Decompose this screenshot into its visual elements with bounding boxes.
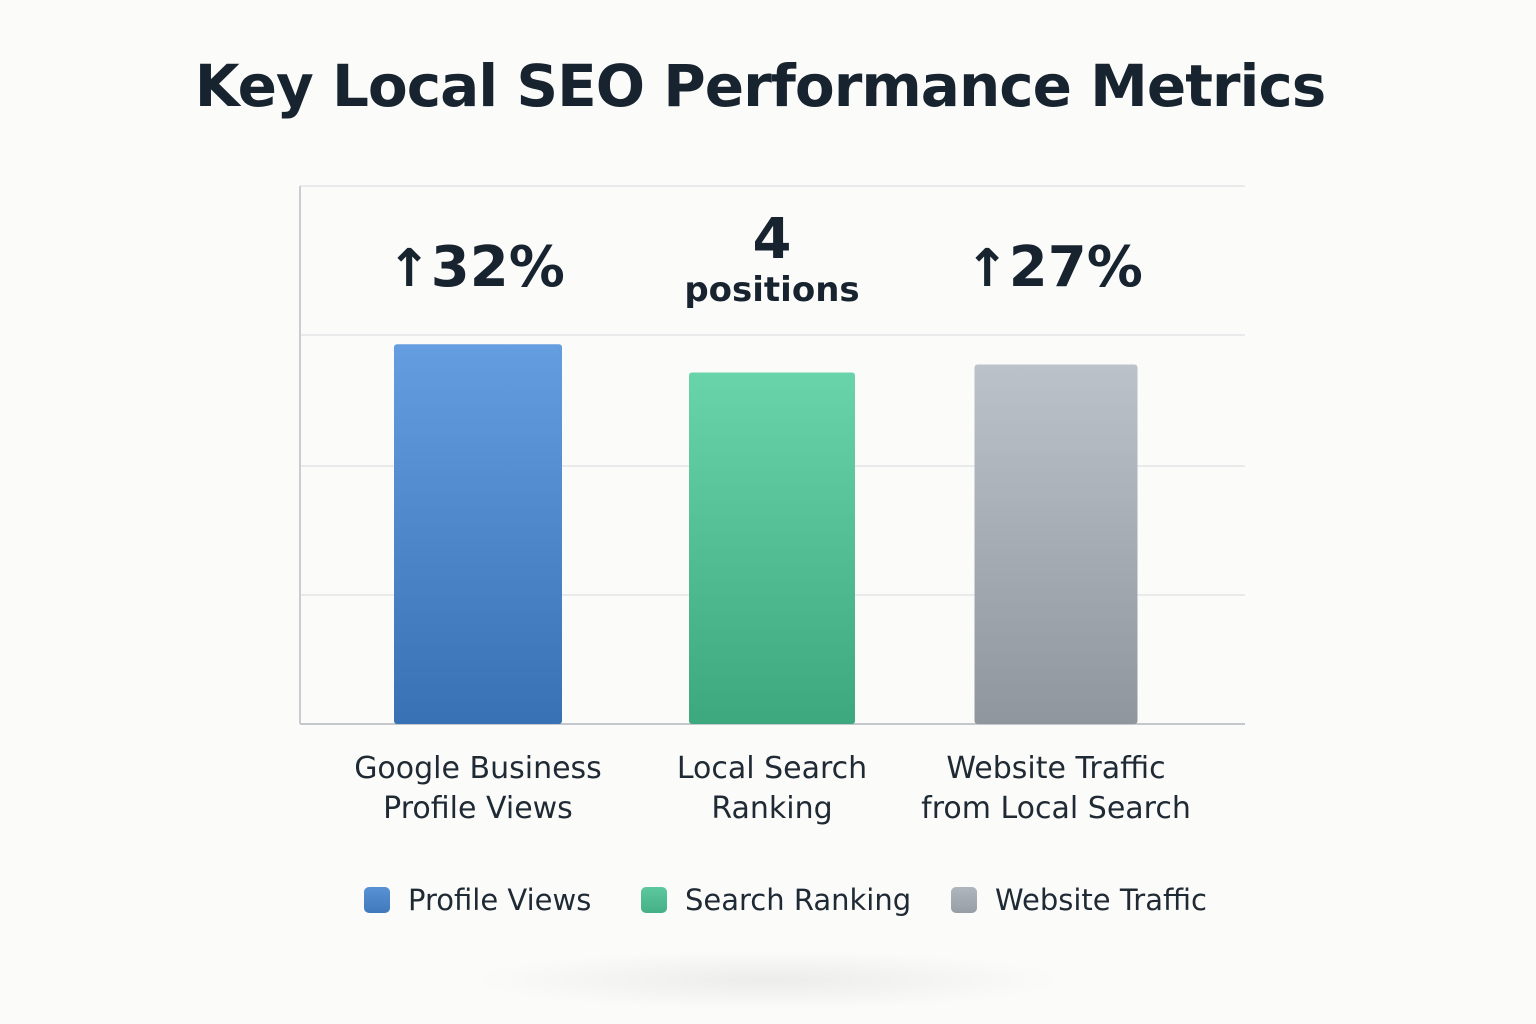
x-tick-label: Website Traffic xyxy=(946,751,1165,786)
x-tick-label: Local Search xyxy=(677,751,867,786)
data-label-percent: 27% xyxy=(1009,235,1143,300)
legend-swatch xyxy=(951,887,977,913)
legend-label: Website Traffic xyxy=(995,883,1207,917)
chart-title: Key Local SEO Performance Metrics xyxy=(194,52,1327,120)
legend-label: Search Ranking xyxy=(685,883,912,917)
legend-swatch xyxy=(641,887,667,913)
shadow-decoration xyxy=(468,950,1068,1010)
legend-swatch xyxy=(364,887,390,913)
legend-item: Search Ranking xyxy=(641,878,911,922)
data-label-unit: positions xyxy=(684,270,859,310)
bar-search-ranking xyxy=(689,372,855,724)
legend-item: Profile Views xyxy=(364,878,591,922)
up-arrow-icon: ↑ xyxy=(965,239,1009,299)
up-arrow-icon: ↑ xyxy=(387,239,431,299)
data-label-value: ↑32% xyxy=(387,235,565,300)
x-tick-label: from Local Search xyxy=(921,791,1191,826)
x-tick-label: Google Business xyxy=(354,751,602,786)
legend-item: Website Traffic xyxy=(951,878,1207,922)
legend: Profile Views Search Ranking Website Traff… xyxy=(0,878,1536,922)
legend-label: Profile Views xyxy=(408,883,592,917)
bar-website-traffic xyxy=(974,364,1138,724)
x-tick-label: Profile Views xyxy=(383,791,573,826)
bar-profile-views xyxy=(394,344,562,724)
data-label-value: ↑27% xyxy=(965,235,1143,300)
data-label-percent: 32% xyxy=(431,235,565,300)
data-label-value: 4 xyxy=(753,207,792,272)
x-tick-label: Ranking xyxy=(711,791,832,826)
